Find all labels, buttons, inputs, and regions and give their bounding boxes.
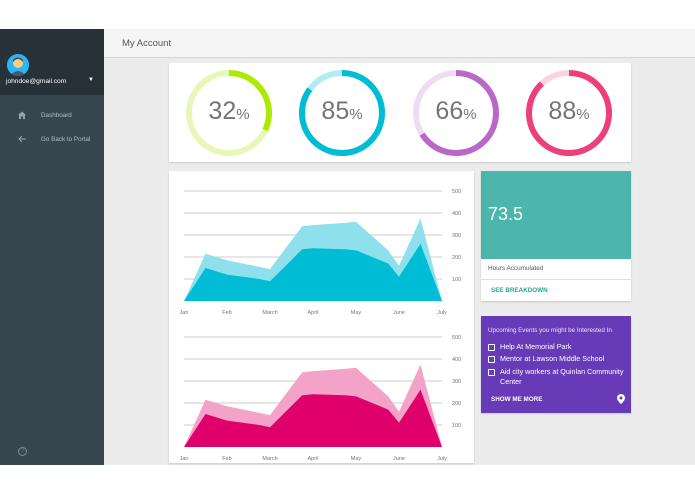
home-icon (18, 111, 26, 119)
y-tick-label: 500 (452, 335, 461, 341)
show-more-button[interactable]: SHOW ME MORE (491, 396, 543, 403)
sidebar: johndoe@gmail.com ▼ Dashboard Go Back to… (0, 29, 104, 465)
gauge-fill (413, 70, 499, 156)
x-tick-label: Feb (222, 310, 231, 316)
event-checkbox[interactable] (488, 355, 495, 363)
avatar[interactable] (7, 54, 29, 76)
arrow-back-icon (18, 135, 26, 143)
gauge-number: 32 (208, 97, 237, 125)
hours-panel: 73.5 (481, 171, 631, 259)
see-breakdown-link[interactable]: SEE BREAKDOWN (491, 287, 548, 294)
account-email[interactable]: johndoe@gmail.com (6, 78, 67, 85)
events-heading: Upcoming Events you might be Interested … (488, 327, 612, 334)
event-label: Mentor at Lawson Middle School (500, 354, 605, 363)
progress-gauge: 85% (297, 68, 387, 158)
x-tick-label: May (351, 310, 362, 316)
x-tick-label: March (262, 310, 277, 316)
x-tick-label: April (307, 456, 318, 462)
x-tick-label: May (351, 456, 362, 462)
event-label: Aid city workers at Quinlan Community Ce… (500, 367, 624, 386)
progress-gauge: 88% (524, 68, 614, 158)
gauge-ring (413, 70, 499, 156)
sidebar-item-label: Go Back to Portal (41, 136, 91, 143)
y-tick-label: 300 (452, 379, 461, 385)
x-tick-label: Jan (180, 456, 189, 462)
y-tick-label: 300 (452, 233, 461, 239)
event-checkbox[interactable] (488, 368, 495, 376)
gauge-value: 66% (411, 97, 501, 126)
gauge-fill (186, 70, 272, 156)
gauge-number: 88 (548, 97, 577, 125)
area-chart-top: 100 200 300 400 500 Jan Feb March April May June Ju… (180, 189, 462, 316)
account-dropdown-icon[interactable]: ▼ (88, 77, 94, 83)
app-window: johndoe@gmail.com ▼ Dashboard Go Back to… (0, 29, 695, 465)
x-tick-label: July (437, 456, 447, 462)
x-tick-label: March (262, 456, 277, 462)
gauges-card: 32% 85% 66% 88% (169, 63, 631, 162)
y-tick-label: 200 (452, 255, 461, 261)
gauge-percent-sign: % (236, 106, 250, 123)
app-header: My Account (104, 29, 695, 58)
x-tick-label: July (437, 310, 447, 316)
events-card: Upcoming Events you might be Interested … (481, 316, 631, 413)
hours-value: 73.5 (488, 204, 524, 224)
event-checkbox[interactable] (488, 343, 495, 351)
hours-label: Hours Accumulated (488, 265, 544, 272)
x-tick-label: June (393, 310, 405, 316)
y-tick-label: 400 (452, 211, 461, 217)
x-tick-label: April (307, 310, 318, 316)
y-tick-label: 100 (452, 423, 461, 429)
divider (481, 279, 631, 280)
y-tick-label: 500 (452, 189, 461, 195)
page-title: My Account (122, 38, 172, 49)
gauge-fill (526, 70, 612, 156)
profile-header: johndoe@gmail.com ▼ (0, 29, 104, 95)
x-tick-label: Feb (222, 456, 231, 462)
location-pin-icon[interactable] (617, 394, 625, 404)
gauge-value: 85% (297, 97, 387, 126)
gauge-value: 88% (524, 97, 614, 126)
sidebar-item-label: Dashboard (41, 112, 72, 119)
progress-gauge: 66% (411, 68, 501, 158)
y-tick-label: 200 (452, 401, 461, 407)
area-series (184, 243, 442, 301)
gauge-percent-sign: % (349, 106, 363, 123)
gauge-percent-sign: % (463, 106, 477, 123)
gauge-ring (186, 70, 272, 156)
gauge-percent-sign: % (576, 106, 590, 123)
gauge-ring (299, 70, 385, 156)
gauge-number: 66 (435, 97, 464, 125)
progress-gauge: 32% (184, 68, 274, 158)
area-chart-bottom: 100 200 300 400 500 Jan Feb March April May June Ju… (180, 335, 462, 462)
gauge-fill (299, 70, 385, 156)
charts-card: 100 200 300 400 500 Jan Feb March April May June Ju… (169, 171, 474, 463)
gauge-value: 32% (184, 97, 274, 126)
y-tick-label: 100 (452, 277, 461, 283)
y-tick-label: 400 (452, 357, 461, 363)
area-series (184, 389, 442, 447)
event-label: Help At Memorial Park (500, 342, 572, 351)
help-icon[interactable]: ? (18, 447, 27, 456)
x-tick-label: Jan (180, 310, 189, 316)
x-tick-label: June (393, 456, 405, 462)
gauge-number: 85 (321, 97, 350, 125)
hours-card: 73.5 Hours Accumulated SEE BREAKDOWN (481, 171, 631, 301)
gauge-ring (526, 70, 612, 156)
